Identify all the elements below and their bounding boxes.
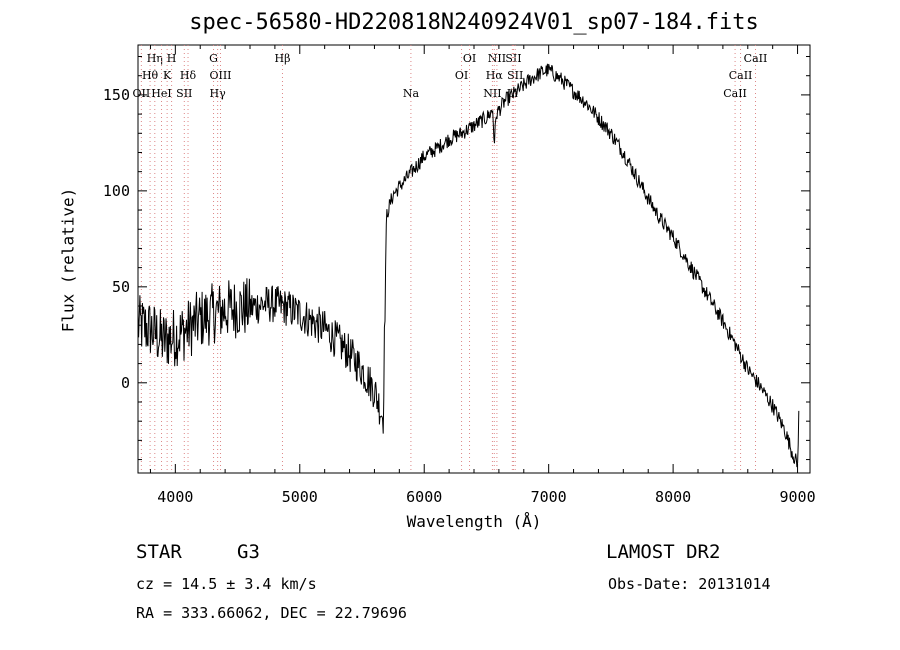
spectrum-line: [137, 63, 800, 468]
line-marker-label: CaII: [723, 87, 747, 100]
x-axis-ticks: 4000 5000 6000 7000 8000 9000: [149, 45, 816, 506]
y-tick-label: 100: [103, 182, 130, 200]
x-tick-label: 7000: [531, 488, 567, 506]
line-marker-label: NII: [483, 87, 501, 100]
line-marker-label: OI: [463, 52, 476, 65]
line-marker-label: SII: [505, 52, 521, 65]
line-marker-label: Hα: [486, 69, 504, 82]
line-marker-label: OIII: [209, 69, 231, 82]
survey-name: LAMOST DR2: [606, 541, 721, 563]
spectral-subclass: G3: [237, 541, 260, 563]
line-marker-label: Hθ: [142, 69, 159, 82]
x-tick-label: 6000: [406, 488, 442, 506]
line-marker-label: K: [163, 69, 172, 82]
line-marker-label: Na: [403, 87, 420, 100]
y-axis-ticks: 0 50 100 150: [103, 56, 810, 461]
coordinates: RA = 333.66062, DEC = 22.79696: [136, 604, 407, 622]
y-tick-label: 50: [112, 278, 130, 296]
plot-frame: [137, 44, 811, 474]
y-axis-label: Flux (relative): [58, 187, 78, 333]
x-tick-label: 4000: [157, 488, 193, 506]
x-tick-label: 8000: [655, 488, 691, 506]
x-tick-label: 9000: [779, 488, 815, 506]
line-marker-label: G: [209, 52, 218, 65]
line-marker-label: H: [167, 52, 177, 65]
line-marker-label: NII: [488, 52, 506, 65]
observation-date: Obs-Date: 20131014: [608, 575, 771, 593]
line-marker-label: CaII: [744, 52, 768, 65]
line-marker-label: Hη: [147, 52, 163, 65]
y-tick-label: 0: [121, 374, 130, 392]
chart-title: spec-56580-HD220818N240924V01_sp07-184.f…: [189, 10, 759, 35]
redshift-velocity: cz = 14.5 ± 3.4 km/s: [136, 575, 317, 593]
line-marker-label: Hδ: [180, 69, 197, 82]
line-marker-label: SII: [176, 87, 192, 100]
x-tick-label: 5000: [282, 488, 318, 506]
line-marker-label: SII: [507, 69, 523, 82]
y-tick-label: 150: [103, 86, 130, 104]
x-axis-label: Wavelength (Å): [406, 512, 542, 531]
star-class: STAR: [136, 541, 182, 563]
line-marker-label: CaII: [729, 69, 753, 82]
line-marker-label: OI: [455, 69, 468, 82]
line-marker-label: HeI: [151, 87, 171, 100]
line-marker-label: Hβ: [275, 52, 291, 65]
line-marker-label: OII: [133, 87, 151, 100]
line-marker-label: Hγ: [210, 87, 227, 100]
